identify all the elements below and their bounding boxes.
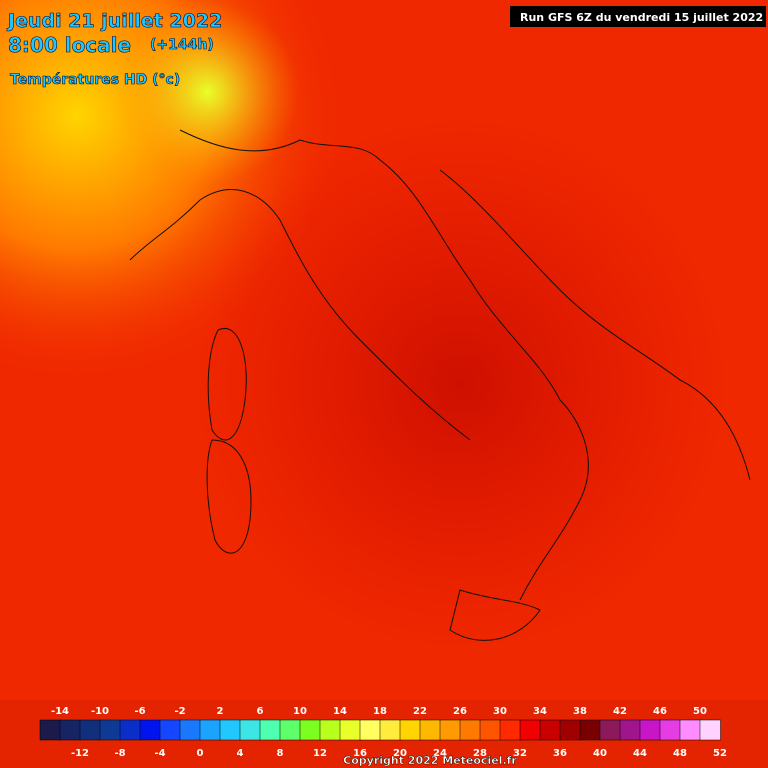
legend-label: 50 — [693, 706, 707, 717]
header: Jeudi 21 juillet 2022 8:00 locale (+144h… — [6, 6, 766, 88]
legend-swatch — [519, 719, 541, 741]
legend-label: 36 — [553, 748, 567, 759]
legend-swatch — [39, 719, 61, 741]
legend-label: 12 — [313, 748, 327, 759]
legend-label: 0 — [197, 748, 204, 759]
legend-label: 16 — [353, 748, 367, 759]
legend-swatch — [599, 719, 621, 741]
legend-swatch — [479, 719, 501, 741]
time: 8:00 locale — [8, 33, 131, 57]
legend-label: 14 — [333, 706, 347, 717]
date: Jeudi 21 juillet 2022 — [6, 10, 222, 32]
copyright: Copyright 2022 Meteociel.fr — [343, 754, 517, 767]
legend-swatch — [659, 719, 681, 741]
legend-swatch — [99, 719, 121, 741]
legend-label: -12 — [71, 748, 89, 759]
legend-swatch — [439, 719, 461, 741]
legend-swatch — [179, 719, 201, 741]
legend-label: 44 — [633, 748, 647, 759]
legend-swatch — [119, 719, 141, 741]
legend-swatch — [459, 719, 481, 741]
legend-label: -6 — [134, 706, 145, 717]
legend-label: 34 — [533, 706, 547, 717]
legend-label: 24 — [433, 748, 447, 759]
legend-swatch — [399, 719, 421, 741]
legend-swatch — [199, 719, 221, 741]
legend-label: 46 — [653, 706, 667, 717]
run-info: Run GFS 6Z du vendredi 15 juillet 2022 — [520, 11, 763, 24]
legend-swatch — [279, 719, 301, 741]
legend-swatch — [139, 719, 161, 741]
legend-label: -14 — [51, 706, 69, 717]
legend-swatch — [219, 719, 241, 741]
legend-swatch — [559, 719, 581, 741]
legend-swatch — [239, 719, 261, 741]
legend-swatch — [379, 719, 401, 741]
legend-label: -2 — [174, 706, 185, 717]
legend-swatch — [499, 719, 521, 741]
legend-swatch — [259, 719, 281, 741]
legend-swatch — [299, 719, 321, 741]
legend-swatch — [699, 719, 721, 741]
legend-swatch — [319, 719, 341, 741]
legend-swatch — [339, 719, 361, 741]
legend-swatch — [639, 719, 661, 741]
legend-label: -8 — [114, 748, 125, 759]
legend-label: 8 — [277, 748, 284, 759]
legend-label: 2 — [217, 706, 224, 717]
legend-label: -4 — [154, 748, 165, 759]
legend-label: 42 — [613, 706, 627, 717]
legend-swatch — [59, 719, 81, 741]
legend-swatch — [619, 719, 641, 741]
run-box — [510, 6, 766, 27]
legend-label: 20 — [393, 748, 407, 759]
legend-label: 48 — [673, 748, 687, 759]
legend-label: 6 — [257, 706, 264, 717]
legend-label: 40 — [593, 748, 607, 759]
legend-label: 38 — [573, 706, 587, 717]
legend-label: 4 — [237, 748, 244, 759]
legend-swatch — [579, 719, 601, 741]
legend-swatch — [419, 719, 441, 741]
lead-time: (+144h) — [150, 37, 214, 53]
legend-swatch — [539, 719, 561, 741]
legend-label: 26 — [453, 706, 467, 717]
legend-swatch — [159, 719, 181, 741]
legend-label: 32 — [513, 748, 527, 759]
legend-label: 28 — [473, 748, 487, 759]
legend-swatch — [359, 719, 381, 741]
legend-swatch — [79, 719, 101, 741]
legend-label: 30 — [493, 706, 507, 717]
legend-label: 10 — [293, 706, 307, 717]
legend: -14 -10 -6 -2 2 6 10 14 18 22 26 30 34 38 42 46 50-12 -8-… — [0, 700, 768, 768]
legend-label: 18 — [373, 706, 387, 717]
legend-label: 52 — [713, 748, 727, 759]
legend-label: 22 — [413, 706, 427, 717]
legend-swatch — [679, 719, 701, 741]
product: Températures HD (°c) — [10, 72, 180, 88]
coastlines — [129, 129, 751, 641]
legend-label: -10 — [91, 706, 109, 717]
